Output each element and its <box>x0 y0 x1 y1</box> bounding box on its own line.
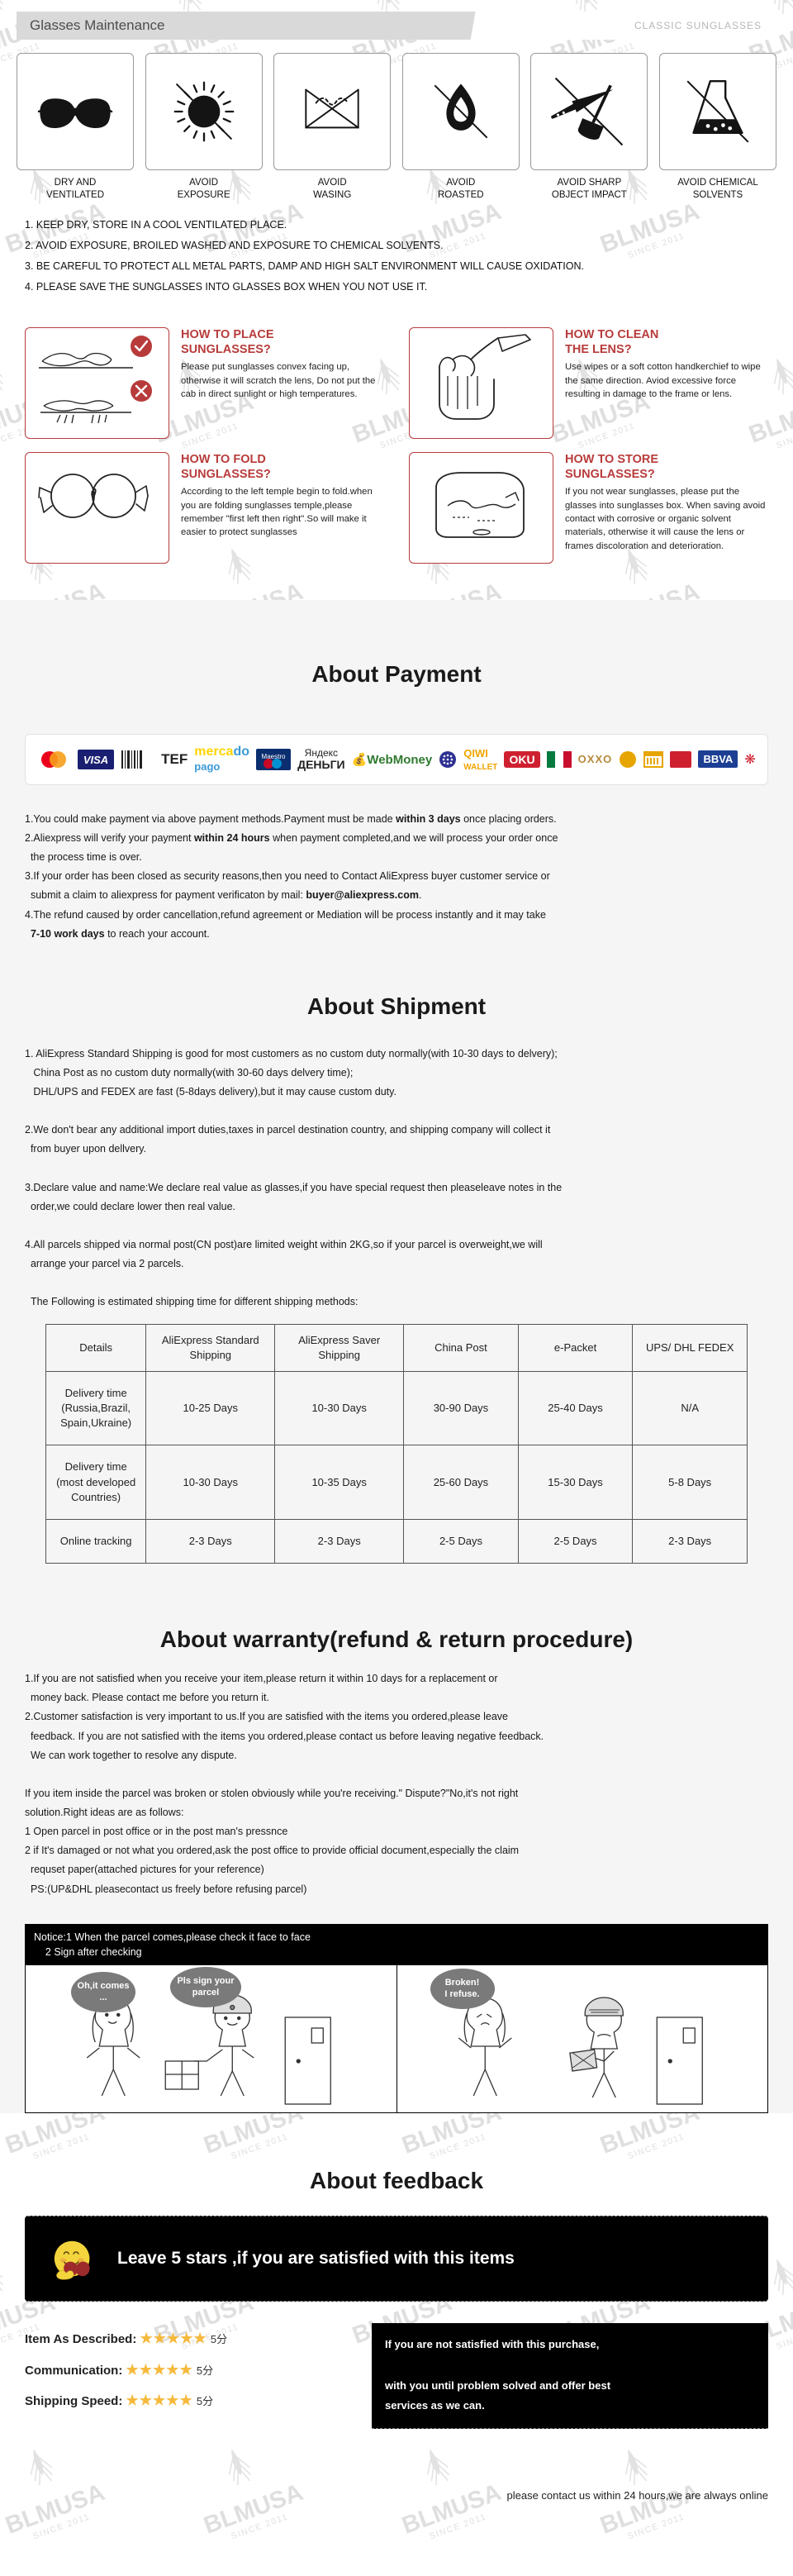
svg-text:VISA: VISA <box>83 754 108 766</box>
svg-text:Maestro: Maestro <box>262 753 286 760</box>
